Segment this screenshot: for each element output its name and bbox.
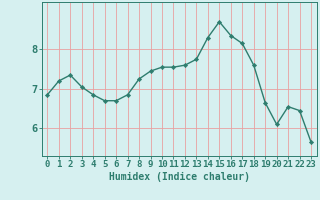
X-axis label: Humidex (Indice chaleur): Humidex (Indice chaleur) (109, 172, 250, 182)
